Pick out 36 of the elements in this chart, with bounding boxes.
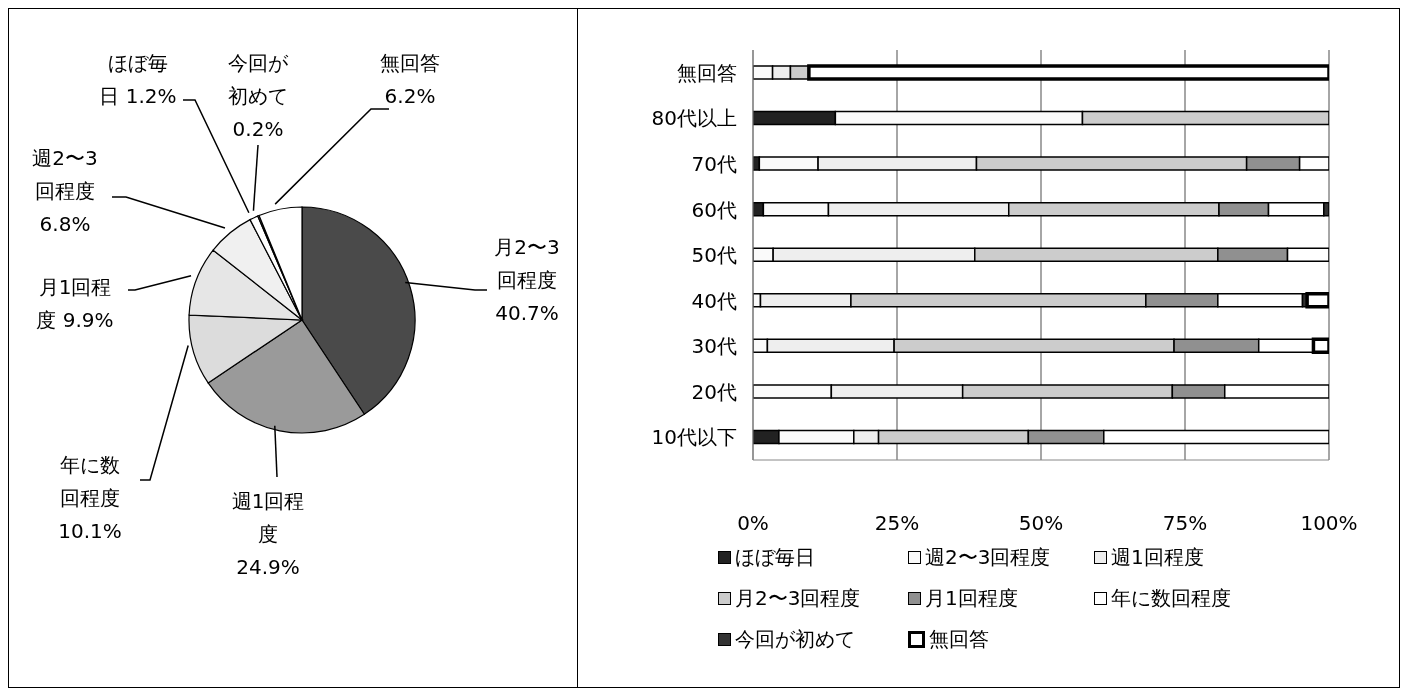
y-tick-label: 70代 <box>691 151 737 176</box>
slice-label: 今回が初めて <box>228 51 289 108</box>
data-label: 6.8% <box>39 212 91 236</box>
legend-label: ほぼ毎日 <box>735 544 815 571</box>
legend-label: 無回答 <box>929 626 989 653</box>
y-tick-label: 無回答 <box>677 60 737 85</box>
slice-label: 年に数回程度 <box>60 453 120 510</box>
data-label: 10.1% <box>58 519 122 543</box>
y-tick-label: 20代 <box>691 379 737 404</box>
slice-label: 無回答 <box>380 51 440 75</box>
y-tick-label: 60代 <box>691 197 737 222</box>
legend-label: 週2〜3回程度 <box>925 544 1051 571</box>
slice-label: 月1回程度 9.9% <box>36 275 114 332</box>
data-label: 6.2% <box>384 84 436 108</box>
data-label: 24.9% <box>236 555 300 579</box>
data-label: 0.2% <box>232 117 284 141</box>
legend-label: 今回が初めて <box>735 626 855 653</box>
x-tick-label: 50% <box>1018 511 1064 536</box>
data-label: 40.7% <box>495 301 559 325</box>
legend-label: 月2〜3回程度 <box>735 585 861 612</box>
x-tick-label: 75% <box>1162 511 1208 536</box>
slice-label: ほぼ毎日 1.2% <box>99 51 177 108</box>
y-tick-label: 30代 <box>691 334 737 359</box>
slice-label: 週2〜3回程度 <box>32 146 98 203</box>
x-tick-label: 0% <box>737 511 769 536</box>
slice-label: 週1回程度 <box>231 489 305 546</box>
y-tick-label: 10代以下 <box>651 425 737 450</box>
x-tick-label: 25% <box>874 511 920 536</box>
y-tick-label: 40代 <box>691 288 737 313</box>
legend-label: 週1回程度 <box>1111 544 1204 571</box>
slice-label: 月2〜3回程度 <box>494 235 560 292</box>
y-tick-label: 80代以上 <box>651 106 737 131</box>
y-tick-label: 50代 <box>691 243 737 268</box>
legend-label: 年に数回程度 <box>1111 585 1231 612</box>
x-tick-label: 100% <box>1300 511 1358 536</box>
legend-label: 月1回程度 <box>925 585 1018 612</box>
